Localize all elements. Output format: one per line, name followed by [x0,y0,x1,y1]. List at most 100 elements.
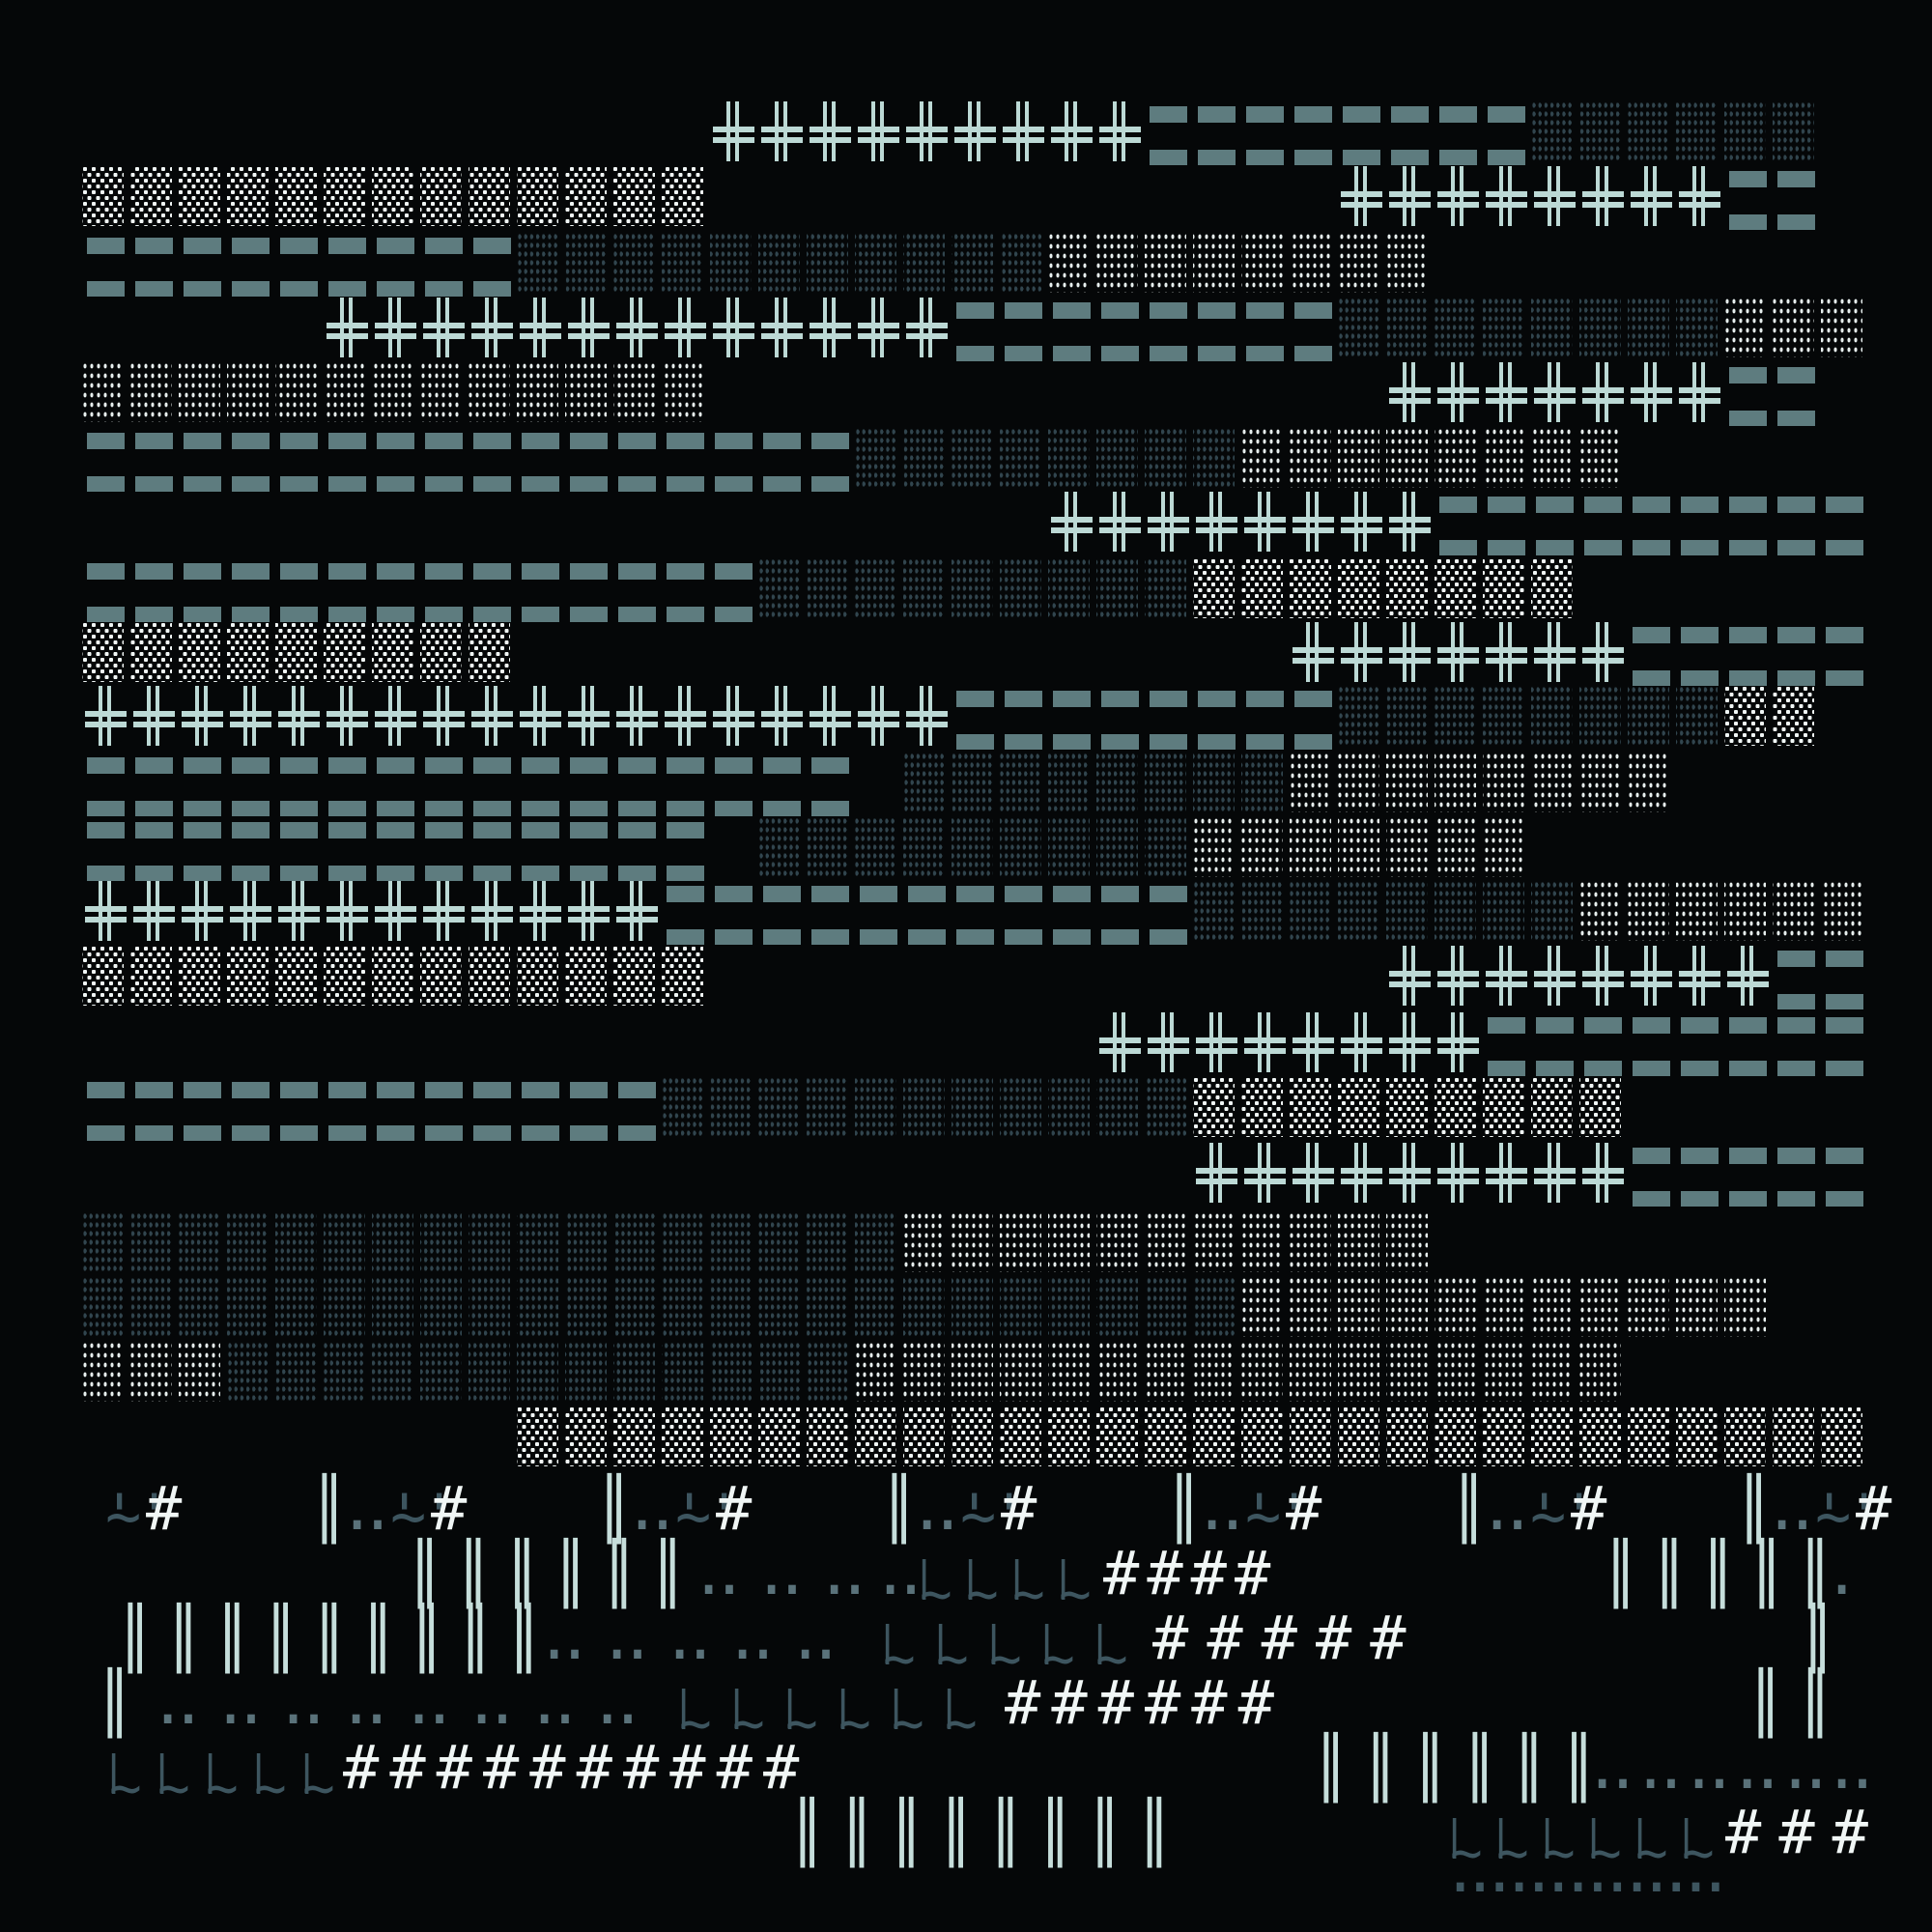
text-glyph-run: # [1286,1473,1322,1544]
text-glyph-run: ~ [1450,1822,1483,1885]
text-glyph-run: ~ [945,1692,978,1755]
text-glyph-run: ║║║║║║ [1313,1732,1610,1803]
text-glyph-run: | [1051,1552,1076,1600]
text-glyph-run: ~ [785,1692,818,1755]
text-glyph-run: ║ [1736,1473,1773,1544]
text-glyph-run: ~ [883,1628,916,1690]
text-glyph-run: ~ [675,1481,712,1551]
text-glyph-run: | [150,1747,175,1794]
text-glyph-run: ' [421,1481,458,1551]
text-glyph-run: ' [1241,1481,1278,1551]
glyph-segment-h [82,1212,903,1272]
text-glyph-run: ~ [1815,1481,1852,1551]
text-glyph-run: | [958,1552,983,1600]
text-glyph-run: | [1581,1811,1606,1859]
text-glyph-run: | [1088,1617,1113,1664]
text-glyph-run: ~ [302,1757,335,1820]
glyph-segment-E [952,686,1338,750]
text-glyph-run: ~ [1095,1628,1128,1690]
text-glyph-run: # [1856,1473,1892,1544]
text-glyph-run: .. [536,1603,593,1673]
text-glyph-run: | [1535,1811,1560,1859]
glyph-segment-h [758,817,1193,877]
text-glyph-run: .. [338,1667,395,1738]
text-glyph-run: ║║║║║║ [407,1538,698,1608]
glyph-segment-h [1531,101,1821,161]
text-glyph-run: .. [526,1667,583,1738]
text-glyph-run: # [716,1473,753,1544]
text-glyph-run: # [1001,1473,1037,1544]
text-glyph-run: ' [386,1481,423,1551]
text-glyph-run: | [198,1747,223,1794]
glyph-segment-H [82,166,710,226]
glyph-segment-C [1338,166,1724,226]
text-glyph-run: #### [1103,1538,1279,1608]
text-glyph-run: | [671,1682,696,1729]
text-glyph-run: ~ [109,1757,142,1820]
text-glyph-run: .. [589,1667,646,1738]
glyph-segment-H [517,1406,1869,1466]
glyph-segment-h [82,1277,1241,1337]
glyph-segment-H [82,946,710,1006]
text-glyph-run: .. [662,1603,719,1673]
text-glyph-run: ~ [105,1481,142,1551]
glyph-segment-E [952,298,1338,361]
glyph-segment-w [1290,753,1676,812]
glyph-segment-E [1628,622,1869,686]
text-glyph-run: ║ [311,1473,348,1544]
glyph-segment-C [1386,946,1773,1006]
text-glyph-run: .. [1633,1732,1690,1803]
text-glyph-run: ║ [1451,1473,1488,1544]
text-glyph-run: ║ [97,1667,133,1738]
text-glyph-run: .. [872,1538,929,1608]
text-glyph-run: | [1035,1617,1060,1664]
glyph-segment-h [662,1077,1193,1137]
text-glyph-run: # [431,1473,468,1544]
glyph-segment-E [82,817,710,881]
glyph-segment-C [1193,1143,1628,1203]
glyph-segment-w [82,1342,227,1402]
glyph-segment-C [1386,362,1724,422]
glyph-segment-C [1290,622,1628,682]
text-glyph-run: | [246,1747,271,1794]
glyph-segment-w [1241,1277,1773,1337]
text-glyph-run: ~ [1012,1563,1045,1626]
glyph-segment-E [1483,1012,1869,1076]
glyph-segment-E [1435,492,1869,555]
text-glyph-run: | [1628,1811,1653,1859]
text-glyph-run: .. [150,1667,207,1738]
text-glyph-run: | [1674,1811,1699,1859]
text-glyph-run: ~ [206,1757,239,1820]
text-glyph-run: ~ [1042,1628,1075,1690]
text-glyph-run: ' [1276,1481,1313,1551]
text-glyph-run: ' [706,1481,743,1551]
glyph-segment-h [903,753,1290,812]
text-glyph-run: .. [1584,1732,1641,1803]
text-glyph-run: .. [401,1667,458,1738]
glyph-segment-E [82,753,855,816]
glyph-segment-H [82,622,517,682]
text-glyph-run: ' [671,1481,708,1551]
text-glyph-run: ~ [892,1692,924,1755]
text-glyph-run: ║ [596,1473,633,1544]
text-glyph-run: .. [1764,1473,1821,1544]
glyph-segment-w [1193,817,1531,877]
glyph-segment-E [1724,362,1821,426]
text-glyph-run: ~ [1635,1822,1668,1885]
text-glyph-run: | [778,1682,803,1729]
text-glyph-run: ' [1811,1481,1848,1551]
glyph-segment-w [1241,428,1628,488]
glyph-segment-h [758,558,1193,618]
text-glyph-run: ║ [1800,1603,1836,1673]
glyph-segment-h [1193,881,1579,941]
glyph-segment-h [1338,686,1724,746]
glyph-segment-E [1145,101,1531,165]
text-glyph-run: ~ [679,1692,712,1755]
text-glyph-run: ║║║║║║║║ [789,1797,1186,1867]
glyph-segment-H [1724,686,1821,746]
text-glyph-run: ########## [343,1732,810,1803]
text-glyph-run: .. [1194,1473,1251,1544]
text-glyph-run: ~ [966,1563,999,1626]
text-glyph-run: ~ [732,1692,765,1755]
